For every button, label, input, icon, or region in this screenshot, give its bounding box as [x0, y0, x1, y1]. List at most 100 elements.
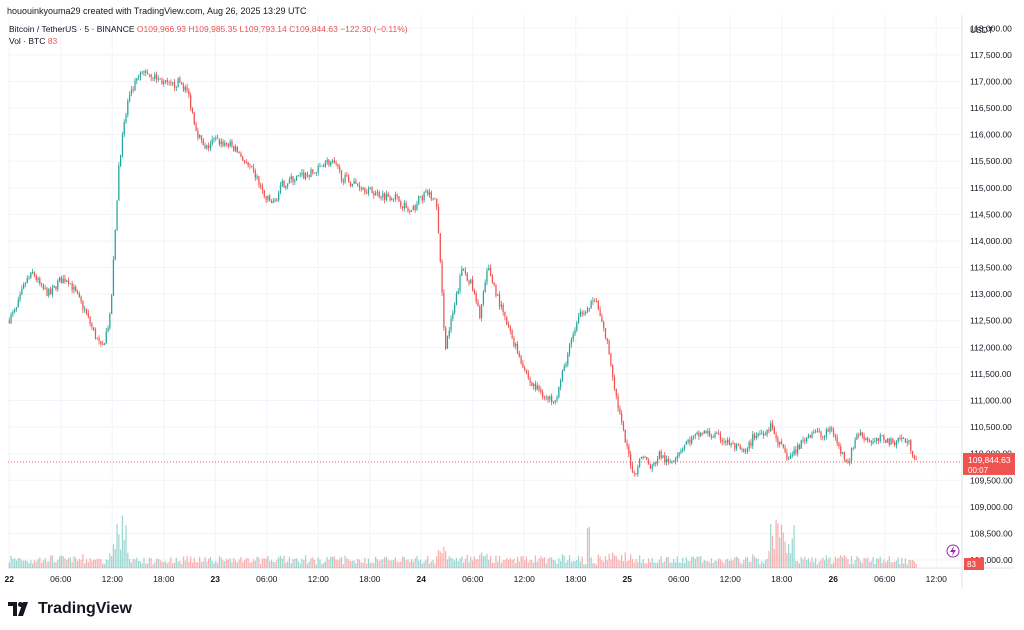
- candle-body: [775, 434, 777, 439]
- volume-bar: [850, 556, 853, 568]
- volume-bar: [146, 563, 149, 568]
- volume-bar: [669, 562, 671, 568]
- volume-bar: [134, 559, 136, 568]
- volume-bar: [513, 558, 515, 568]
- volume-legend[interactable]: Vol · BTC 83: [9, 36, 57, 46]
- volume-bar: [21, 560, 23, 568]
- volume-bar: [524, 560, 526, 568]
- volume-bar: [612, 552, 614, 568]
- candle-body: [331, 160, 334, 163]
- candle-body: [771, 423, 774, 428]
- candle-body: [547, 397, 549, 400]
- volume-value: 83: [47, 36, 58, 46]
- candle-body: [913, 455, 916, 459]
- candle-body: [753, 434, 756, 439]
- volume-bar: [516, 556, 519, 568]
- price-tick-label: 112,000.00: [970, 342, 1012, 352]
- volume-bar: [655, 562, 657, 568]
- candle-body: [572, 334, 574, 340]
- volume-bar: [137, 561, 140, 568]
- candle-body: [847, 461, 849, 463]
- candle-body: [84, 308, 86, 310]
- candle-body: [797, 444, 799, 454]
- candle-body: [373, 192, 375, 196]
- candle-body: [597, 300, 599, 310]
- volume-bar: [554, 560, 556, 568]
- volume-bar: [624, 552, 626, 568]
- volume-bar: [621, 554, 623, 568]
- candle-body: [734, 443, 736, 449]
- volume-bar: [547, 558, 549, 568]
- candle-body: [617, 395, 619, 409]
- volume-bar: [121, 515, 124, 568]
- candle-body: [188, 90, 190, 96]
- candle-body: [112, 259, 115, 296]
- candle-body: [470, 279, 472, 284]
- candle-body: [96, 338, 98, 340]
- candle-body: [714, 433, 716, 437]
- candle-body: [513, 337, 515, 347]
- candle-body: [495, 284, 497, 296]
- candle-body: [863, 436, 865, 440]
- volume-bar: [238, 559, 240, 568]
- candle-body: [856, 434, 858, 440]
- candle-body: [536, 385, 538, 390]
- volume-bar: [62, 555, 64, 568]
- volume-bar: [820, 559, 822, 568]
- lightning-icon[interactable]: [946, 544, 960, 558]
- volume-bar: [315, 564, 318, 568]
- volume-bar: [179, 560, 181, 568]
- candle-body: [908, 440, 910, 442]
- candle-body: [143, 71, 145, 73]
- volume-bar: [673, 558, 675, 568]
- volume-bar: [773, 548, 775, 568]
- volume-bar: [633, 562, 635, 568]
- candle-body: [364, 187, 366, 193]
- volume-bar: [493, 563, 495, 568]
- volume-bar: [432, 559, 434, 568]
- volume-bar: [599, 556, 601, 568]
- volume-bar: [559, 560, 562, 568]
- volume-bar: [430, 561, 432, 568]
- volume-bar: [583, 564, 585, 568]
- volume-bar: [12, 558, 14, 568]
- candle-body: [725, 441, 727, 443]
- candle-body: [741, 448, 743, 450]
- candle-body: [615, 388, 617, 396]
- candle-body: [376, 191, 379, 193]
- volume-bar: [382, 559, 384, 568]
- volume-bar: [254, 560, 256, 568]
- volume-bar: [463, 562, 465, 568]
- candle-body: [80, 296, 82, 302]
- volume-bar: [292, 559, 294, 568]
- volume-bar: [479, 554, 481, 568]
- volume-bar: [120, 549, 122, 568]
- volume-bar: [895, 560, 898, 568]
- symbol-legend[interactable]: Bitcoin / TetherUS · 5 · BINANCE O109,96…: [9, 24, 408, 34]
- candle-body: [743, 448, 745, 452]
- price-tick-label: 116,000.00: [970, 130, 1012, 140]
- candle-body: [635, 473, 637, 475]
- candle-body: [577, 316, 580, 324]
- candle-body: [58, 277, 61, 281]
- volume-bar: [687, 560, 689, 568]
- candle-body: [687, 439, 689, 442]
- volume-bar: [96, 558, 98, 568]
- volume-bar: [732, 560, 734, 568]
- candle-body: [78, 293, 80, 297]
- candle-body: [777, 438, 779, 445]
- candle-body: [317, 166, 319, 173]
- volume-bar: [840, 554, 842, 568]
- volume-label[interactable]: Vol · BTC: [9, 36, 46, 46]
- candle-body: [475, 293, 477, 302]
- candle-body: [491, 275, 493, 283]
- volume-bar: [911, 559, 914, 568]
- candle-body: [227, 144, 230, 147]
- volume-bar: [863, 557, 865, 568]
- countdown-value: 00:07: [968, 466, 989, 475]
- volume-bar: [664, 561, 666, 568]
- symbol-name[interactable]: Bitcoin / TetherUS · 5 · BINANCE: [9, 24, 135, 34]
- price-unit-label[interactable]: USDT: [970, 25, 994, 35]
- candle-body: [322, 165, 325, 167]
